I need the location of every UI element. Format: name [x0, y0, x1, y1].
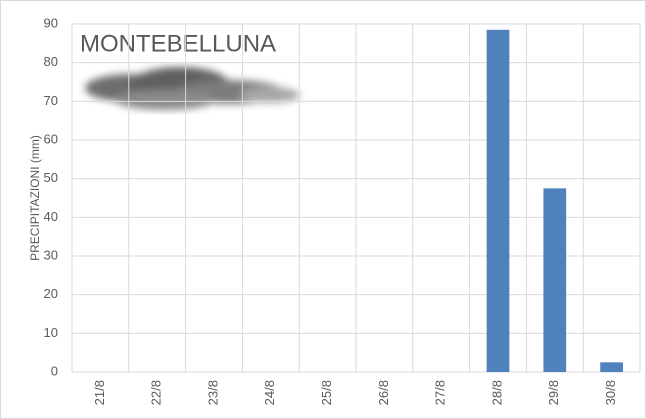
- y-tick-label: 10: [44, 325, 58, 340]
- bar: [486, 29, 510, 373]
- x-tick-label: 23/8: [205, 380, 220, 405]
- x-tick-label: 30/8: [603, 380, 618, 405]
- x-tick-label: 29/8: [546, 380, 561, 405]
- x-tick-label: 22/8: [149, 380, 164, 405]
- y-tick-label: 50: [44, 170, 58, 185]
- x-tick-label: 21/8: [92, 380, 107, 405]
- y-tick-label: 80: [44, 54, 58, 69]
- y-tick-label: 60: [44, 131, 58, 146]
- x-tick-label: 25/8: [319, 380, 334, 405]
- y-tick-label: 20: [44, 286, 58, 301]
- x-tick-label: 27/8: [433, 380, 448, 405]
- x-tick-label: 24/8: [262, 380, 277, 405]
- y-tick-label: 30: [44, 247, 58, 262]
- y-tick-label: 0: [51, 363, 58, 378]
- y-tick-label: 70: [44, 93, 58, 108]
- y-tick-label: 90: [44, 15, 58, 30]
- y-tick-label: 40: [44, 209, 58, 224]
- x-tick-label: 26/8: [376, 380, 391, 405]
- bar: [600, 362, 623, 372]
- bar: [543, 188, 567, 372]
- y-axis-label: PRECIPITAZIONI (mm): [28, 135, 42, 261]
- x-tick-label: 28/8: [489, 380, 504, 405]
- chart-title: MONTEBELLUNA: [80, 30, 276, 57]
- cloud-image: [85, 67, 300, 110]
